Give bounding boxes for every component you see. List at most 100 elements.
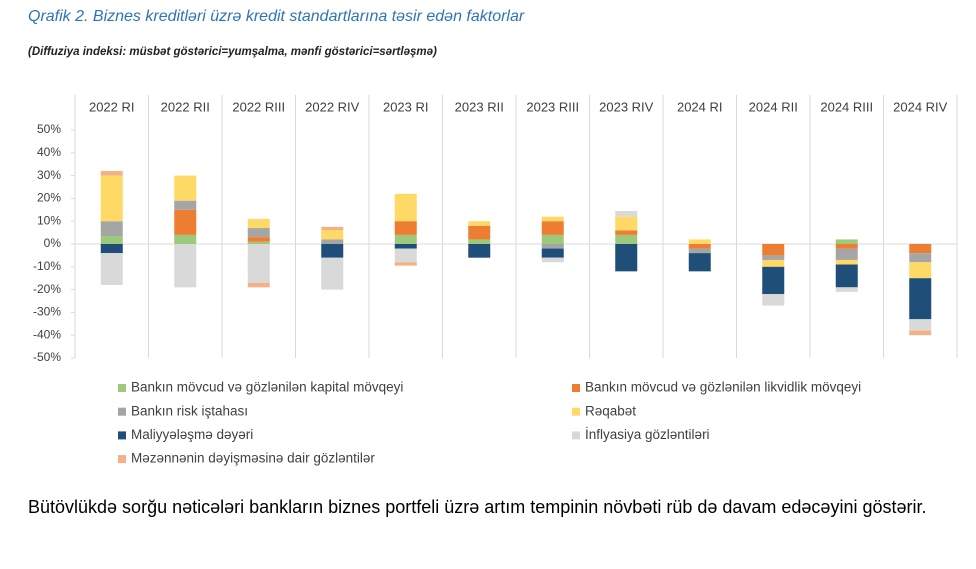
chart-title: Qrafik 2. Biznes kreditləri üzrə kredit … [28, 8, 525, 25]
bar-segment [909, 278, 932, 320]
bar-segment [247, 241, 270, 244]
bar-segment [100, 253, 123, 286]
x-tick-label: 2022 RII [161, 99, 210, 114]
y-tick-label: 50% [37, 122, 61, 136]
legend-swatch [572, 431, 580, 440]
bar-segment [100, 236, 123, 244]
bar-segment [909, 330, 932, 336]
bar-segment [394, 262, 417, 266]
bar-segment [468, 239, 491, 244]
y-tick-label: -40% [33, 327, 61, 341]
bar-segment [541, 234, 564, 244]
x-tick-label: 2024 RII [749, 99, 798, 114]
y-tick-label: -10% [33, 259, 61, 273]
legend-swatch [118, 431, 126, 440]
bar-segment [835, 264, 858, 288]
x-tick-label: 2024 RIII [820, 99, 873, 114]
paragraph: Bütövlükdə sorğu nəticələri bankların bi… [28, 497, 927, 517]
legend-swatch [118, 455, 126, 464]
legend-label: İnflyasiya gözləntiləri [585, 427, 710, 442]
x-tick-label: 2023 RIII [526, 99, 579, 114]
bar-segment [541, 216, 564, 222]
x-tick-label: 2022 RI [89, 99, 135, 114]
bar-segment [762, 255, 785, 260]
bar-segment [615, 244, 638, 272]
bar-segment [174, 244, 197, 288]
bar-segment [394, 234, 417, 244]
bar-segment [247, 218, 270, 229]
bar-segment [615, 230, 638, 235]
legend-label: Məzənnənin dəyişməsinə dair gözləntilər [131, 451, 375, 466]
y-tick-label: 10% [37, 213, 61, 227]
bar-segment [541, 221, 564, 235]
legend-swatch [118, 384, 126, 392]
legend-label: Maliyyələşmə dəyəri [131, 427, 253, 442]
bar-segment [468, 244, 491, 258]
bar-segment [100, 171, 123, 176]
legend-label: Rəqabət [585, 403, 636, 418]
legend-swatch [572, 407, 580, 416]
legend-swatch [118, 407, 126, 416]
bar-segment [247, 282, 270, 288]
bar-segment [321, 239, 344, 244]
x-tick-label: 2024 RI [677, 99, 723, 114]
x-tick-label: 2024 RIV [893, 99, 948, 114]
x-tick-label: 2023 RI [383, 99, 429, 114]
bar-segment [688, 244, 711, 249]
bar-segment [174, 209, 197, 235]
x-tick-label: 2023 RIV [599, 99, 654, 114]
bar-segment [394, 221, 417, 235]
bar-segment [688, 253, 711, 272]
legend-swatch [572, 384, 580, 392]
legend-label: Bankın mövcud və gözlənilən likvidlik mö… [585, 380, 861, 395]
x-tick-label: 2022 RIV [305, 99, 360, 114]
bar-segment [321, 230, 344, 240]
bar-segment [468, 225, 491, 240]
bar-segment [100, 221, 123, 237]
bar-segment [615, 210, 638, 217]
bar-segment [762, 259, 785, 267]
bar-segment [762, 294, 785, 306]
bar-segment [909, 262, 932, 279]
bar-segment [321, 257, 344, 290]
bar-segment [100, 244, 123, 254]
bar-segment [615, 234, 638, 244]
bar-segment [247, 244, 270, 283]
chart-subtitle: (Diffuziya indeksi: müsbət göstərici=yum… [28, 46, 437, 58]
legend-label: Bankın mövcud və gözlənilən kapital mövq… [131, 380, 403, 395]
y-tick-label: 20% [37, 191, 61, 205]
bar-segment [762, 266, 785, 295]
bar-segment [835, 244, 858, 249]
bar-segment [835, 259, 858, 265]
legend-label: Bankın risk iştahası [131, 403, 248, 418]
bar-segment [100, 175, 123, 222]
chart: Qrafik 2. Biznes kreditləri üzrə kredit … [28, 8, 958, 466]
bar-segment [688, 248, 711, 254]
bar-segment [909, 244, 932, 254]
bar-segment [541, 248, 564, 258]
bar-segment [468, 221, 491, 226]
bar-segment [762, 244, 785, 256]
y-tick-label: -20% [33, 282, 61, 296]
bar-segment [174, 234, 197, 244]
x-tick-label: 2022 RIII [232, 99, 285, 114]
bar-segment [247, 228, 270, 238]
y-tick-label: 0% [44, 236, 62, 250]
y-tick-label: -30% [33, 305, 61, 319]
x-tick-label: 2023 RII [455, 99, 504, 114]
bar-segment [394, 248, 417, 263]
bar-segment [909, 319, 932, 331]
bar-segment [615, 216, 638, 231]
y-tick-label: -50% [33, 350, 61, 364]
bar-segment [835, 239, 858, 244]
y-tick-label: 30% [37, 168, 61, 182]
bar-segment [247, 237, 270, 242]
bar-segment [321, 244, 344, 258]
bar-segment [321, 226, 344, 231]
bar-segment [541, 257, 564, 263]
bar-segment [394, 193, 417, 222]
bar-segment [541, 244, 564, 249]
bar-segment [835, 248, 858, 260]
bar-segment [688, 239, 711, 244]
